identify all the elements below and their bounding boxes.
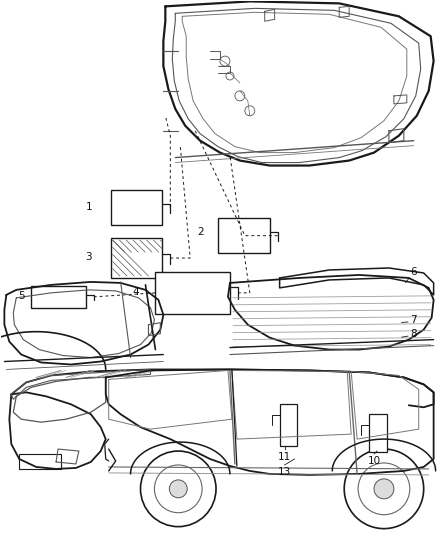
Text: 5: 5 (18, 291, 25, 301)
Bar (279, 404, 297, 446)
Text: 6: 6 (410, 267, 417, 277)
Circle shape (374, 479, 394, 499)
Text: 13: 13 (278, 467, 291, 477)
Text: 7: 7 (410, 314, 417, 325)
Text: 3: 3 (85, 252, 92, 262)
Bar (111, 238, 162, 278)
Text: 1: 1 (85, 203, 92, 212)
Bar (31, 286, 86, 308)
Circle shape (170, 480, 187, 498)
Bar (111, 190, 162, 225)
Text: 8: 8 (410, 329, 417, 338)
Bar (369, 414, 387, 452)
Text: 10: 10 (367, 456, 381, 466)
Circle shape (358, 463, 410, 515)
Bar (218, 218, 270, 253)
Text: 4: 4 (132, 287, 139, 297)
Circle shape (344, 449, 424, 529)
Text: 11: 11 (278, 452, 291, 462)
Bar (155, 272, 230, 314)
Circle shape (141, 451, 216, 527)
Bar (19, 454, 61, 469)
Text: 2: 2 (197, 227, 203, 237)
Circle shape (155, 465, 202, 513)
